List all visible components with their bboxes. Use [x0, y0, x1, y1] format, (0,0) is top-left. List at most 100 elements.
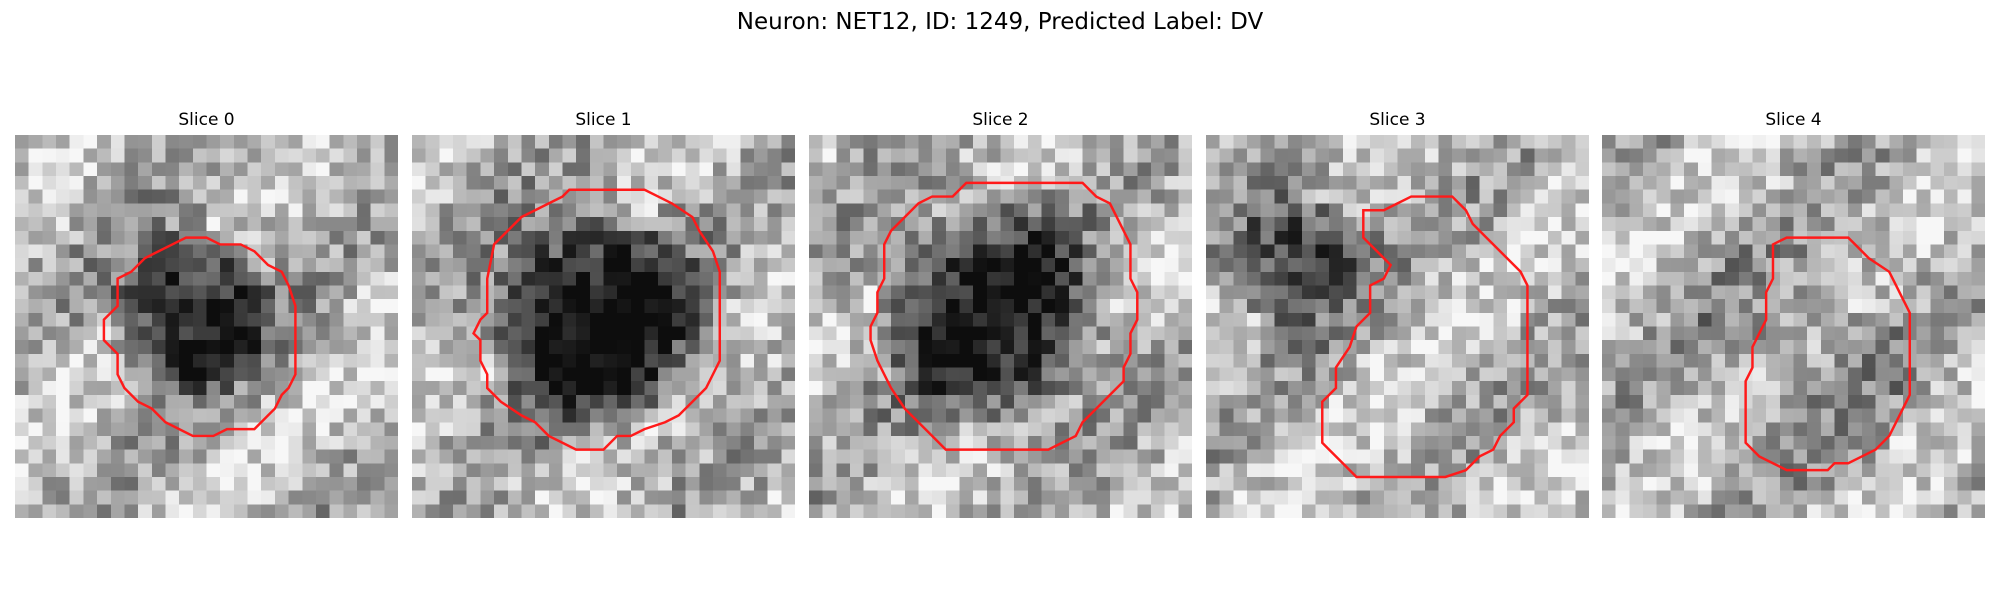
pixel — [1520, 148, 1535, 163]
pixel — [1123, 203, 1138, 218]
pixel — [1342, 203, 1357, 218]
pixel — [261, 394, 276, 409]
pixel — [1370, 135, 1385, 149]
pixel — [973, 326, 988, 341]
pixel — [767, 504, 782, 518]
pixel — [1041, 408, 1056, 423]
pixel — [1233, 203, 1248, 218]
pixel — [671, 148, 686, 163]
pixel — [1916, 271, 1931, 286]
pixel — [1561, 285, 1576, 300]
pixel — [1301, 408, 1316, 423]
pixel — [1725, 422, 1740, 437]
pixel — [671, 217, 686, 232]
pixel — [918, 258, 933, 273]
pixel — [671, 394, 686, 409]
pixel — [918, 504, 933, 518]
pixel — [1465, 490, 1480, 505]
pixel — [206, 353, 221, 368]
pixel — [658, 217, 673, 232]
pixel — [1068, 490, 1083, 505]
pixel — [1875, 203, 1890, 218]
pixel — [753, 367, 768, 382]
pixel — [1424, 203, 1439, 218]
pixel — [1861, 340, 1876, 355]
pixel — [110, 381, 125, 396]
pixel — [781, 148, 795, 163]
neuron-contour-4 — [1744, 236, 1911, 472]
pixel — [412, 244, 426, 259]
pixel — [562, 504, 577, 518]
pixel — [1233, 230, 1248, 245]
pixel — [1247, 217, 1261, 232]
pixel — [1575, 449, 1589, 464]
pixel — [1027, 353, 1042, 368]
pixel — [1123, 476, 1138, 491]
pixel — [425, 258, 440, 273]
pixel — [56, 449, 70, 464]
pixel — [1096, 258, 1111, 273]
pixel — [630, 367, 645, 382]
pixel — [1738, 203, 1753, 218]
pixel — [1834, 340, 1849, 355]
pixel — [1150, 203, 1165, 218]
pixel — [261, 217, 276, 232]
pixel — [439, 394, 454, 409]
pixel — [124, 340, 139, 355]
pixel — [877, 148, 892, 163]
pixel — [165, 381, 180, 396]
pixel — [288, 258, 303, 273]
pixel — [1643, 271, 1657, 286]
pixel — [521, 394, 536, 409]
pixel — [97, 381, 112, 396]
pixel — [1697, 135, 1712, 149]
pixel — [302, 230, 317, 245]
pixel — [453, 326, 467, 341]
pixel — [220, 148, 235, 163]
pixel — [315, 217, 330, 232]
pixel — [206, 299, 221, 314]
pixel — [1219, 408, 1234, 423]
pixel — [315, 408, 330, 423]
pixel — [1288, 504, 1303, 518]
pixel — [110, 176, 125, 190]
pixel — [425, 394, 440, 409]
pixel — [959, 230, 974, 245]
pixel — [1383, 244, 1398, 259]
pixel — [1274, 258, 1289, 273]
pixel — [274, 449, 289, 464]
pixel — [918, 230, 933, 245]
pixel — [1766, 504, 1781, 518]
pixel — [466, 353, 481, 368]
pixel — [494, 463, 509, 478]
pixel — [343, 435, 358, 450]
pixel — [521, 162, 536, 177]
slice-title-3: Slice 3 — [1369, 110, 1426, 130]
pixel — [658, 394, 673, 409]
pixel — [685, 312, 700, 327]
pixel — [644, 353, 659, 368]
pixel — [1834, 271, 1849, 286]
pixel — [1875, 449, 1890, 464]
pixel — [1779, 271, 1794, 286]
pixel — [630, 394, 645, 409]
pixel — [15, 312, 29, 327]
pixel — [1575, 408, 1589, 423]
pixel — [1820, 476, 1835, 491]
pixel — [685, 326, 700, 341]
pixel — [97, 299, 112, 314]
pixel — [165, 490, 180, 505]
pixel — [1725, 258, 1740, 273]
pixel — [973, 367, 988, 382]
pixel — [1834, 367, 1849, 382]
pixel — [110, 504, 125, 518]
pixel — [603, 203, 618, 218]
pixel — [28, 353, 43, 368]
pixel — [343, 176, 358, 190]
pixel — [1889, 162, 1904, 177]
pixel — [384, 340, 398, 355]
pixel — [1752, 299, 1767, 314]
pixel — [973, 244, 988, 259]
pixel — [1493, 230, 1508, 245]
pixel — [343, 381, 358, 396]
